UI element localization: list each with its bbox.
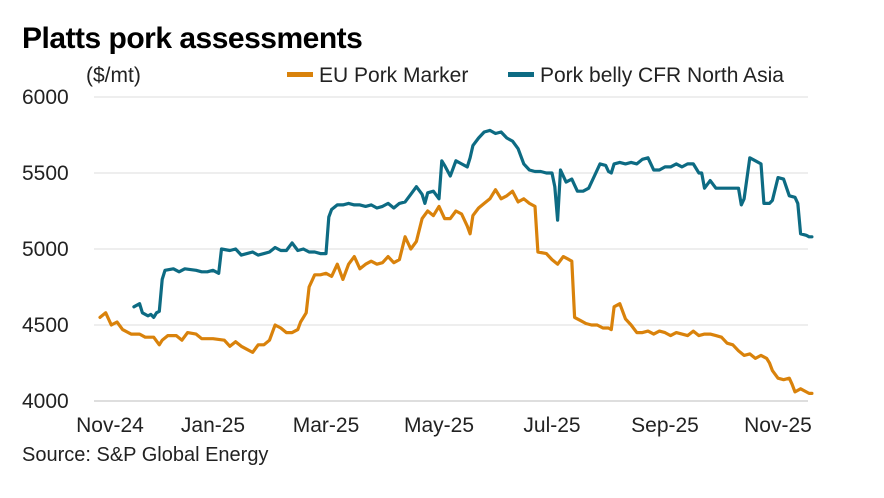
source-note: Source: S&P Global Energy (22, 444, 269, 466)
series-line-eu-pork-marker (98, 188, 814, 395)
legend-label-eu-pork-marker: EU Pork Marker (319, 64, 469, 87)
y-tick-label-5500: 5500 (22, 162, 69, 185)
legend-swatch-pork-belly (508, 71, 534, 77)
x-tick-label-May-25: May-25 (404, 414, 474, 437)
y-tick-label-6000: 6000 (22, 86, 69, 109)
x-tick-label-Sep-25: Sep-25 (631, 414, 699, 437)
x-tick-label-Nov-24: Nov-24 (76, 414, 144, 437)
chart-title: Platts pork assessments (22, 22, 363, 55)
y-tick-label-5000: 5000 (22, 238, 69, 261)
legend-label-pork-belly: Pork belly CFR North Asia (540, 64, 784, 87)
y-tick-label-4000: 4000 (22, 390, 69, 413)
y-axis-unit-label: ($/mt) (86, 64, 141, 87)
legend-swatch-eu-pork-marker (287, 71, 313, 77)
series-line-pork-belly (132, 128, 814, 319)
legend-item-eu-pork-marker: EU Pork Marker (287, 64, 468, 88)
y-tick-label-4500: 4500 (22, 314, 69, 337)
x-tick-label-Nov-25: Nov-25 (744, 414, 812, 437)
legend-item-pork-belly: Pork belly CFR North Asia (508, 64, 784, 88)
x-tick-label-Jul-25: Jul-25 (523, 414, 580, 437)
x-tick-label-Jan-25: Jan-25 (181, 414, 245, 437)
x-tick-label-Mar-25: Mar-25 (293, 414, 360, 437)
